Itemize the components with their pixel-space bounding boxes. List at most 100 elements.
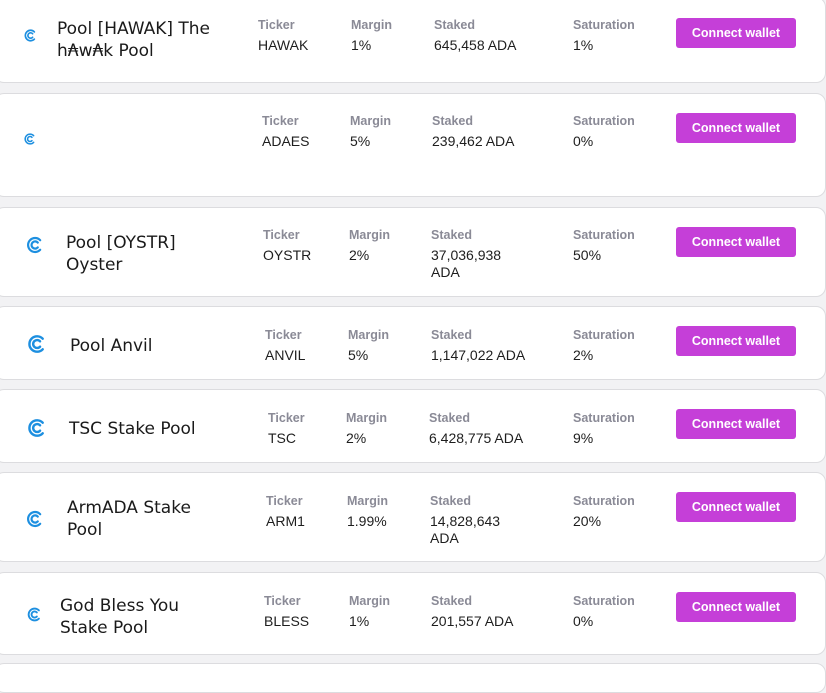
margin-column: Margin 5% — [348, 327, 389, 364]
saturation-value: 0% — [573, 613, 594, 629]
ticker-label: Ticker — [258, 18, 295, 32]
ticker-value: TSC — [268, 430, 296, 446]
staked-value: 6,428,775 ADA — [429, 430, 524, 446]
staked-value: 201,557 ADA — [431, 613, 514, 629]
margin-value: 1% — [349, 613, 370, 629]
pool-card: Pool [ADAES] Spanish Stake PoolTickerADA… — [0, 93, 826, 272]
ticker-label: Ticker — [264, 594, 301, 608]
ticker-value: ADAES — [262, 133, 310, 149]
saturation-label: Saturation — [573, 228, 635, 242]
connect-wallet-button[interactable]: Connect wallet — [676, 227, 796, 257]
saturation-column: Saturation 1% — [573, 17, 635, 54]
saturation-value: 0% — [573, 133, 594, 149]
cardano-logo-icon — [26, 417, 48, 444]
ticker-value: ANVIL — [265, 347, 306, 363]
staked-value: 14,828,643 ADA — [430, 513, 501, 546]
saturation-column: Saturation 0% — [573, 593, 635, 630]
connect-wallet-button[interactable]: Connect wallet — [676, 113, 796, 143]
margin-label: Margin — [347, 494, 388, 508]
saturation-column: Saturation 2% — [573, 327, 635, 364]
saturation-value: 50% — [573, 247, 602, 263]
saturation-label: Saturation — [573, 114, 635, 128]
ticker-column: Ticker ARM1 — [266, 493, 305, 530]
saturation-value: 9% — [573, 430, 594, 446]
margin-value: 2% — [349, 247, 370, 263]
saturation-label: Saturation — [573, 411, 635, 425]
cardano-logo-icon — [26, 606, 43, 628]
staked-value: 239,462 ADA — [432, 133, 515, 149]
pool-card: Pool [OYSTR] Oyster Ticker OYSTR Margin 2% St… — [0, 207, 826, 297]
staked-label: Staked — [431, 594, 472, 608]
staked-value: 37,036,938 ADA — [431, 247, 502, 280]
staked-value: 645,458 ADA — [434, 37, 517, 53]
ticker-value: HAWAK — [258, 37, 309, 53]
pool-card: ArmADA Stake Pool Ticker ARM1 Margin 1.99% St… — [0, 472, 826, 562]
cardano-logo-icon — [23, 132, 37, 151]
staked-column: Staked 239,462 ADA — [432, 113, 532, 150]
staked-column: Staked 6,428,775 ADA — [429, 410, 529, 447]
margin-column: Margin 2% — [349, 227, 390, 264]
staked-column: Staked 14,828,643 ADA — [430, 493, 530, 547]
saturation-column: Saturation 20% — [573, 493, 635, 530]
margin-label: Margin — [349, 228, 390, 242]
margin-label: Margin — [350, 114, 391, 128]
margin-label: Margin — [351, 18, 392, 32]
ticker-column: Ticker ADAES — [262, 113, 309, 150]
margin-label: Margin — [346, 411, 387, 425]
ticker-label: Ticker — [268, 411, 305, 425]
cardano-logo-icon — [25, 509, 45, 534]
saturation-label: Saturation — [573, 594, 635, 608]
ticker-value: OYSTR — [263, 247, 312, 263]
pool-name: Pool [OYSTR] Oyster — [66, 233, 176, 275]
connect-wallet-button[interactable]: Connect wallet — [676, 409, 796, 439]
ticker-column: Ticker OYSTR — [263, 227, 311, 264]
staked-column: Staked 1,147,022 ADA — [431, 327, 531, 364]
pool-name: God Bless You Stake Pool — [60, 596, 180, 638]
cardano-logo-icon — [23, 28, 38, 48]
margin-value: 1.99% — [347, 513, 387, 529]
staked-column: Staked 201,557 ADA — [431, 593, 531, 630]
pool-card: God Bless You Stake Pool Ticker BLESS Margi… — [0, 572, 826, 655]
ticker-value: BLESS — [264, 613, 310, 629]
connect-wallet-button[interactable]: Connect wallet — [676, 18, 796, 48]
saturation-column: Saturation 50% — [573, 227, 635, 264]
ticker-value: ARM1 — [266, 513, 305, 529]
saturation-column: Saturation 9% — [573, 410, 635, 447]
staked-column: Staked 37,036,938 ADA — [431, 227, 531, 281]
ticker-label: Ticker — [265, 328, 302, 342]
pool-name: ArmADA Stake Pool — [67, 498, 191, 540]
margin-column: Margin 5% — [350, 113, 391, 150]
staked-label: Staked — [431, 228, 472, 242]
staked-label: Staked — [430, 494, 471, 508]
saturation-value: 20% — [573, 513, 602, 529]
pool-name: TSC Stake Pool — [69, 419, 196, 439]
connect-wallet-button[interactable]: Connect wallet — [676, 492, 796, 522]
ticker-column: Ticker BLESS — [264, 593, 309, 630]
pool-card-partial — [0, 663, 826, 693]
ticker-column: Ticker HAWAK — [258, 17, 308, 54]
margin-value: 1% — [351, 37, 372, 53]
staked-value: 1,147,022 ADA — [431, 347, 526, 363]
saturation-column: Saturation 0% — [573, 113, 635, 150]
staked-label: Staked — [434, 18, 475, 32]
margin-column: Margin 1% — [351, 17, 392, 54]
ticker-label: Ticker — [263, 228, 300, 242]
saturation-label: Saturation — [573, 328, 635, 342]
connect-wallet-button[interactable]: Connect wallet — [676, 326, 796, 356]
margin-value: 5% — [348, 347, 369, 363]
margin-label: Margin — [349, 594, 390, 608]
ticker-label: Ticker — [262, 114, 299, 128]
cardano-logo-icon — [26, 333, 48, 360]
ticker-column: Ticker ANVIL — [265, 327, 305, 364]
saturation-label: Saturation — [573, 494, 635, 508]
saturation-label: Saturation — [573, 18, 635, 32]
cardano-logo-icon — [25, 235, 45, 260]
staked-label: Staked — [429, 411, 470, 425]
margin-label: Margin — [348, 328, 389, 342]
saturation-value: 2% — [573, 347, 594, 363]
margin-value: 5% — [350, 133, 371, 149]
pool-card: Pool Anvil Ticker ANVIL Margin 5% Staked 1,147… — [0, 306, 826, 380]
staked-label: Staked — [432, 114, 473, 128]
margin-value: 2% — [346, 430, 367, 446]
connect-wallet-button[interactable]: Connect wallet — [676, 592, 796, 622]
